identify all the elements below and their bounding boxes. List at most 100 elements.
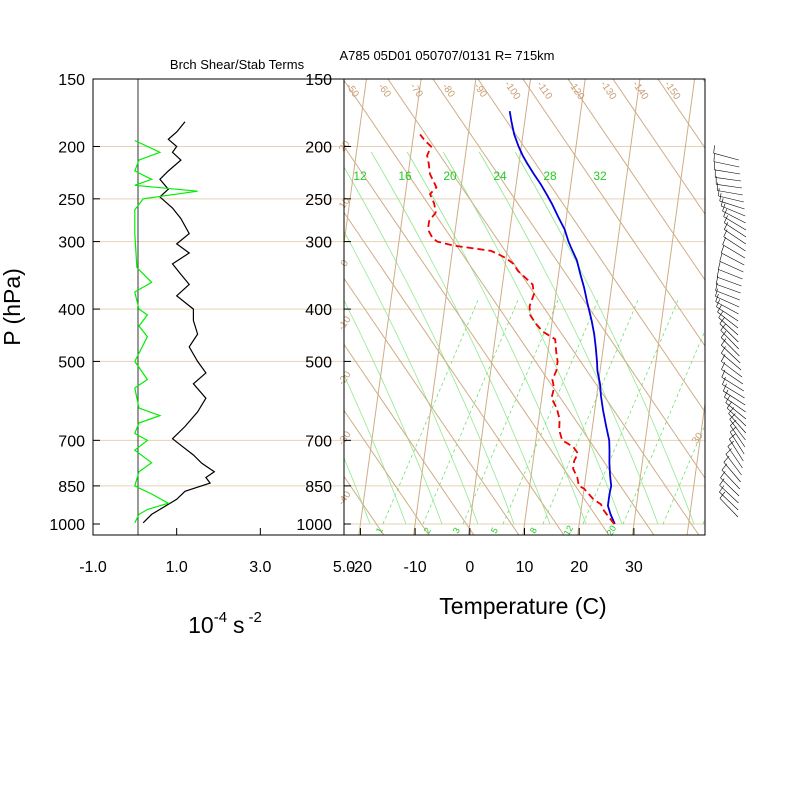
wind-barb-shaft (717, 190, 743, 196)
wind-barb-shaft (718, 195, 744, 203)
wind-barb-shaft (729, 431, 745, 455)
wind-barb-flag (725, 395, 731, 403)
moist-adiabat-label: 28 (543, 169, 557, 183)
wind-barb-shaft (715, 301, 739, 315)
right-x-ticks: -20 -10 0 10 20 30 (349, 528, 643, 576)
wind-barb-shaft (724, 222, 747, 238)
wind-barb-flag (725, 448, 732, 455)
mixing-ratio-label: 5 (489, 526, 500, 535)
isotherm-label: -20 (336, 369, 354, 388)
right-series-group (419, 110, 616, 525)
wind-barb-shaft (720, 477, 740, 497)
wind-barb-shaft (722, 210, 746, 224)
right-y-tick-label: 250 (305, 192, 332, 209)
right-y-tick-label: 300 (305, 235, 332, 252)
left-y-tick-label: 850 (58, 479, 85, 496)
moist-adiabat-line (344, 456, 371, 525)
isotherm-label: -10 (336, 314, 354, 333)
left-series-line (133, 139, 198, 524)
wind-barb-flag (722, 237, 726, 245)
dry-adiabat-line (567, 79, 705, 281)
wind-barb-flag (717, 304, 722, 313)
wind-barb-shaft (719, 200, 745, 210)
isotherm-line (344, 79, 367, 248)
wind-barb-shaft (719, 498, 739, 518)
isotherm-label: -30 (336, 429, 354, 448)
left-x-ticks: -1.0 1.0 3.0 5.0 (79, 528, 355, 576)
wind-barb-flag (719, 193, 722, 202)
wind-barb-flag (721, 362, 726, 370)
wind-barb-flag (721, 338, 727, 346)
dry-adiabat-line (387, 79, 700, 535)
moist-adiabat-label: 20 (443, 169, 457, 183)
left-y-tick-label: 1000 (49, 517, 85, 534)
wind-barb-shaft (721, 205, 746, 217)
wind-barb-flag (722, 203, 726, 212)
isotherm-line (249, 60, 314, 540)
temperature-profile-line (508, 110, 616, 525)
wind-barb-flag (720, 323, 726, 331)
mixing-ratio-line (662, 424, 705, 525)
xlabel-unit: s (233, 612, 245, 638)
left-x-tick-label: 5.0 (333, 559, 355, 576)
wind-barb-flag (721, 354, 726, 362)
wind-barb-flag (721, 346, 726, 354)
mixing-ratio-line (422, 299, 519, 525)
wind-barb-shaft (721, 469, 740, 490)
wind-barb-flag (718, 310, 724, 318)
wind-barb-flag (723, 229, 728, 237)
wind-barb-shaft (728, 413, 747, 434)
moist-adiabat-label: 24 (493, 169, 507, 183)
wind-barb-flag (728, 407, 734, 414)
wind-barb-shaft (719, 260, 744, 273)
isotherm-line (522, 79, 586, 535)
moist-adiabat-label: 32 (593, 169, 607, 183)
mixing-ratio-label: 20 (605, 524, 619, 538)
left-x-tick-label: 3.0 (249, 559, 271, 576)
isotherm-line (85, 60, 150, 540)
wind-barb-flag (720, 198, 724, 207)
mixing-ratio-label: 1 (374, 526, 385, 535)
wind-barb-flag (729, 433, 736, 440)
wind-barb-flag (715, 282, 718, 291)
wind-barb-shaft (730, 425, 746, 448)
wind-barb-flag (719, 491, 726, 499)
dry-adiabat-line (0, 60, 255, 544)
right-x-tick-label: 30 (625, 559, 643, 576)
wind-barb-shaft (720, 330, 740, 350)
wind-barb-shaft (721, 361, 743, 378)
mixing-ratio-label: 3 (451, 526, 462, 535)
wind-barb-shaft (715, 296, 740, 308)
left-y-tick-label: 150 (58, 72, 85, 89)
wind-barb-shaft (724, 396, 746, 413)
isotherm-line (30, 60, 95, 540)
wind-barb-flag (713, 153, 715, 162)
left-chart-title: Brch Shear/Stab Terms (170, 57, 305, 72)
wind-barb-flag (724, 389, 729, 398)
wind-barb-shaft (713, 152, 739, 161)
dry-adiabat-line (702, 79, 705, 83)
wind-barb-shaft (713, 161, 740, 168)
right-chart-title: A785 05D01 050707/0131 R= 715km (339, 48, 554, 63)
wind-barb-flag (730, 419, 737, 426)
isotherm-line (686, 400, 705, 535)
mixing-ratio-line (622, 329, 705, 525)
dry-adiabat-label: -60 (375, 81, 393, 100)
wind-barb-flag (723, 455, 730, 463)
wind-barb-shaft (717, 276, 742, 287)
moist-adiabat-label: 12 (353, 169, 367, 183)
wind-barbs-column (713, 145, 747, 518)
left-y-tick-label: 200 (58, 139, 85, 156)
moist-adiabat-line (514, 151, 695, 525)
isotherm-line (467, 79, 532, 535)
left-x-tick-label: -1.0 (79, 559, 107, 576)
wind-barb-flag (723, 215, 728, 223)
mixing-ratio-label: 2 (422, 526, 433, 535)
wind-barb-shaft (719, 323, 739, 343)
isotherm-line (413, 79, 477, 535)
left-y-tick-label: 400 (58, 302, 85, 319)
wind-barb-flag (722, 376, 726, 385)
wind-barb-flag (727, 440, 734, 447)
left-x-axis-label: 10-4 s -2 (188, 609, 262, 638)
